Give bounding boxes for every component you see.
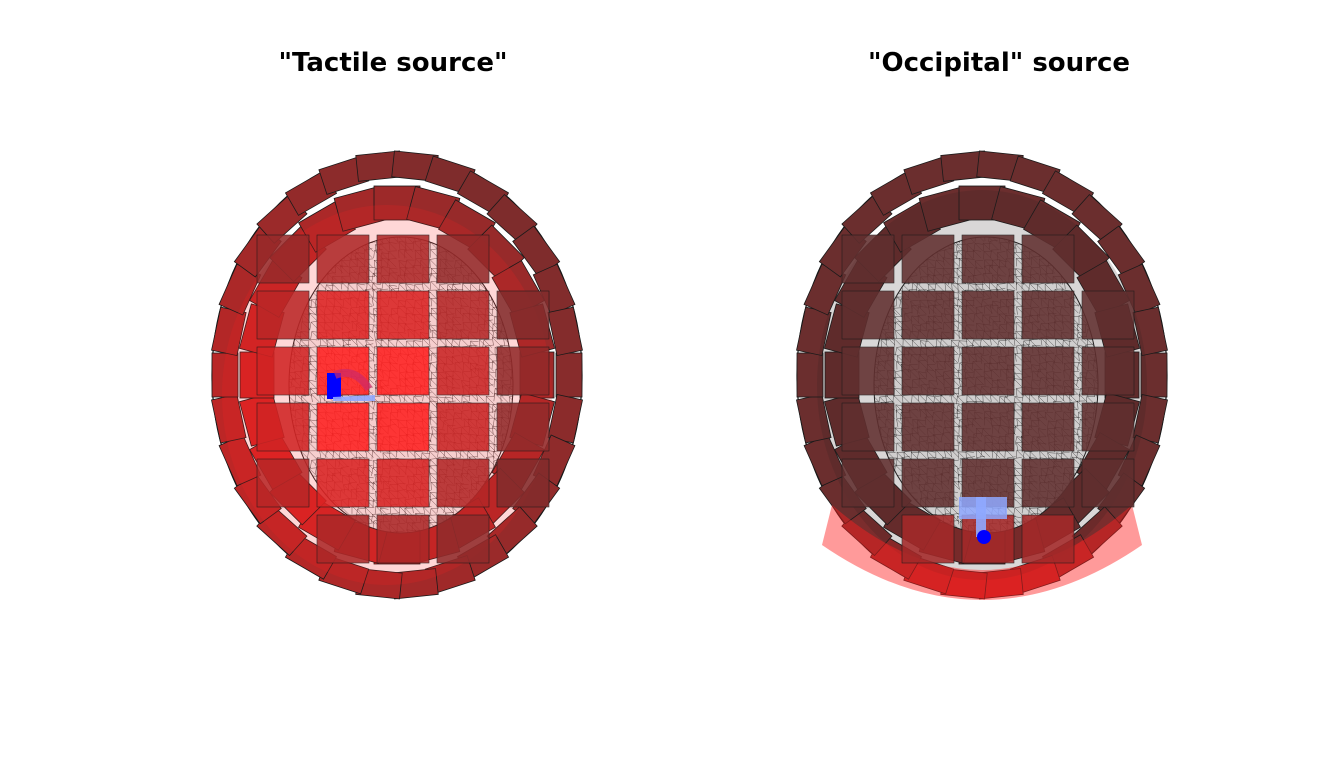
panel-title: "Occipital" source [867, 48, 1131, 78]
electrode [436, 290, 490, 340]
electrode [555, 352, 583, 398]
electrode [436, 458, 490, 508]
electrode-grid [841, 234, 1135, 564]
electrode [256, 402, 310, 452]
electrode [841, 346, 895, 396]
electrode [316, 514, 370, 564]
electrode [1021, 346, 1075, 396]
dipole-marker [959, 497, 1007, 544]
electrode [1021, 458, 1075, 508]
panel-tactile: "Tactile source" [211, 48, 583, 600]
electrode [841, 402, 895, 452]
electrode [256, 290, 310, 340]
electrode [496, 402, 550, 452]
dipole-icon [977, 530, 991, 544]
electrode [376, 234, 430, 284]
electrode [1081, 346, 1135, 396]
electrode [1021, 514, 1075, 564]
electrode [436, 346, 490, 396]
electrode [256, 458, 310, 508]
head-model-occipital [796, 150, 1168, 600]
electrode [901, 290, 955, 340]
electrode [376, 290, 430, 340]
electrode [841, 458, 895, 508]
dipole-marker [327, 368, 375, 401]
electrode [436, 234, 490, 284]
electrode [316, 458, 370, 508]
electrode [316, 234, 370, 284]
electrode [901, 346, 955, 396]
electrode [436, 402, 490, 452]
electrode [256, 346, 310, 396]
electrode [1081, 458, 1135, 508]
dipole-icon [327, 373, 341, 399]
electrode [547, 306, 583, 357]
electrode [496, 346, 550, 396]
electrode [316, 290, 370, 340]
electrode [901, 402, 955, 452]
electrode [1132, 306, 1168, 357]
electrode [961, 234, 1015, 284]
electrode [1081, 290, 1135, 340]
electrode [961, 402, 1015, 452]
electrode [841, 234, 895, 284]
panel-title: "Tactile source" [278, 48, 508, 78]
electrode [1021, 234, 1075, 284]
head-model-tactile [211, 150, 583, 600]
electrode [376, 514, 430, 564]
electrode [901, 458, 955, 508]
activation-haze [822, 505, 1142, 600]
electrode [961, 290, 1015, 340]
electrode [376, 402, 430, 452]
electrode [496, 458, 550, 508]
electrode [961, 346, 1015, 396]
electrode [316, 402, 370, 452]
electrode [901, 514, 955, 564]
panel-occipital: "Occipital" source [666, 0, 1332, 777]
electrode [256, 234, 310, 284]
electrode [436, 514, 490, 564]
electrode [1081, 402, 1135, 452]
electrode [1021, 290, 1075, 340]
electrode [841, 290, 895, 340]
electrode [901, 234, 955, 284]
electrode-grid [256, 234, 550, 564]
electrode [496, 290, 550, 340]
electrode [1021, 402, 1075, 452]
electrode [376, 458, 430, 508]
electrode [376, 346, 430, 396]
